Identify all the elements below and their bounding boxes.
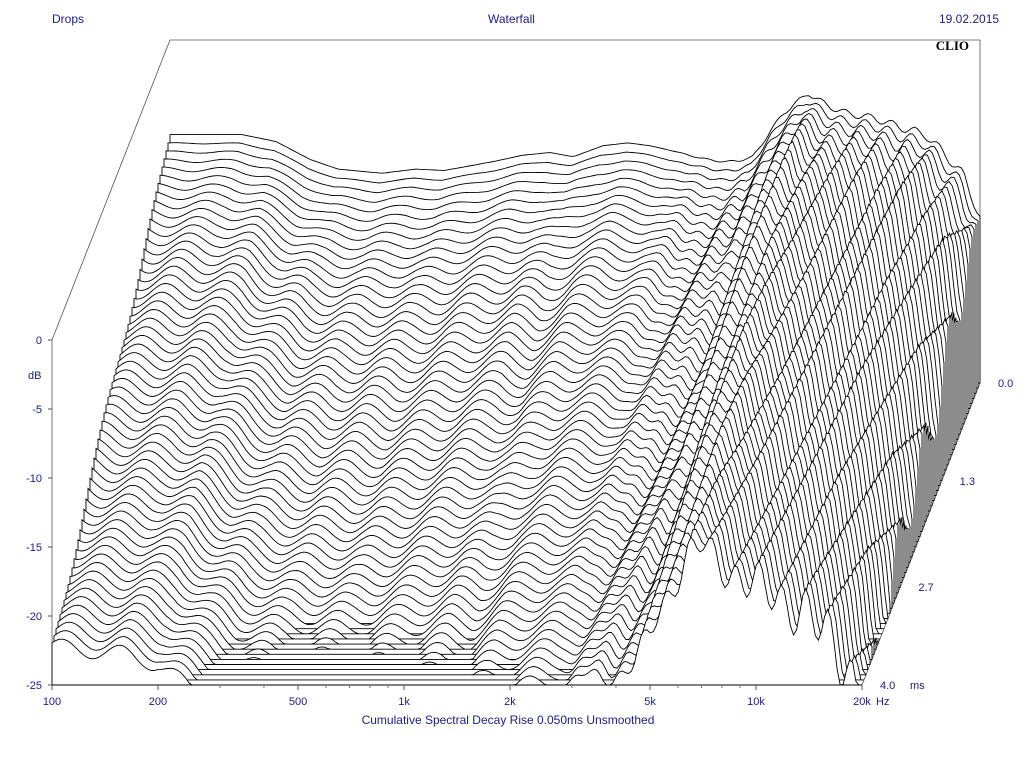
chart-axes: 0 -5 -10 -15 -20 -25 dB 100 200 500 1k 2k 5k 10k 20k Hz… <box>26 335 1013 708</box>
chart-caption: Cumulative Spectral Decay Rise 0.050ms U… <box>362 713 655 727</box>
x-tick-label: 500 <box>289 696 307 708</box>
y-tick-label: -15 <box>26 542 42 554</box>
x-tick-label: 2k <box>504 696 516 708</box>
header-date: 19.02.2015 <box>939 12 1000 26</box>
time-tick-label: 0.0 <box>998 378 1013 390</box>
x-tick-label: 100 <box>43 696 61 708</box>
chart-title: Waterfall <box>488 12 535 26</box>
x-tick-label: 10k <box>747 696 765 708</box>
brand-logo: CLIO <box>935 38 969 53</box>
decay-slices <box>51 95 981 686</box>
decay-slice <box>51 536 862 686</box>
x-tick-label: 20k <box>853 696 871 708</box>
y-tick-label: -25 <box>26 680 42 692</box>
y-axis-label: dB <box>28 370 41 382</box>
time-axis-unit: ms <box>910 680 925 692</box>
y-tick-label: -20 <box>26 611 42 623</box>
x-axis-unit: Hz <box>876 696 889 708</box>
x-tick-label: 200 <box>149 696 167 708</box>
y-tick-label: 0 <box>36 335 42 347</box>
back-wall-outline <box>51 39 981 383</box>
time-tick-label: 2.7 <box>918 582 933 594</box>
time-tick-label: 1.3 <box>960 476 975 488</box>
x-tick-label: 1k <box>398 696 410 708</box>
header-left: Drops <box>52 12 85 26</box>
y-tick-label: -10 <box>26 473 42 485</box>
y-tick-label: -5 <box>32 404 42 416</box>
time-tick-label: 4.0 <box>880 680 895 692</box>
x-tick-label: 5k <box>644 696 656 708</box>
